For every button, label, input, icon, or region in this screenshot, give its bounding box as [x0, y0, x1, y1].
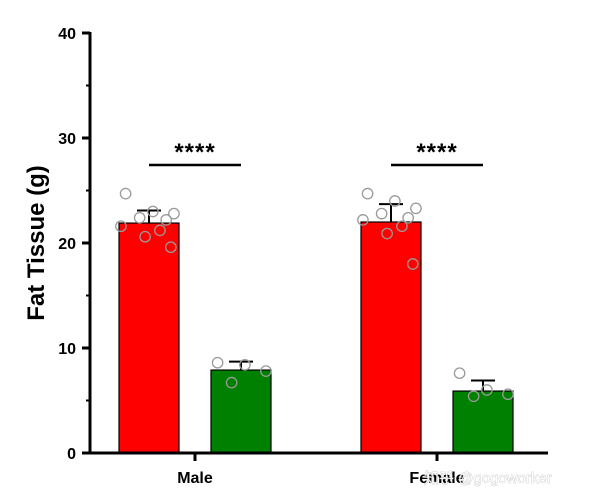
data-point [406, 258, 419, 270]
bar-male-series1 [118, 222, 180, 454]
significance-label: **** [416, 139, 457, 166]
data-point [396, 220, 408, 233]
x-tick-label-male: Male [177, 470, 213, 487]
data-point [147, 205, 159, 218]
watermark: 知乎 @gogoworker [424, 470, 552, 487]
y-tick-label: 0 [67, 446, 76, 463]
y-tick-label: 40 [58, 26, 76, 43]
data-point [133, 211, 146, 224]
data-point [453, 367, 466, 380]
data-point [225, 376, 238, 389]
data-point [361, 187, 374, 200]
data-point [381, 227, 393, 240]
data-points-layer [115, 187, 514, 403]
x-tick-label-female: Female [409, 470, 464, 487]
bar-female-series1 [360, 221, 422, 454]
data-point [357, 214, 369, 226]
error-bars-layer [137, 203, 495, 392]
data-point [410, 202, 422, 215]
data-point [211, 356, 224, 369]
data-point [502, 388, 514, 401]
bar-male-series2 [210, 369, 272, 454]
data-point [160, 214, 173, 226]
bars-layer [118, 221, 514, 454]
data-point [164, 241, 177, 254]
significance-label: **** [174, 139, 215, 166]
data-point [154, 224, 166, 237]
data-point [115, 220, 127, 233]
data-point [375, 207, 388, 220]
y-axis-label: Fat Tissue (g) [23, 165, 50, 321]
data-point [239, 358, 251, 371]
data-point [168, 207, 180, 220]
significance-layer: **** **** [149, 139, 483, 167]
y-tick-label: 20 [58, 236, 76, 253]
data-point [402, 211, 415, 224]
axes-layer: Male Female 0 10 20 30 40 [58, 26, 548, 487]
data-point [467, 390, 480, 403]
y-tick-label: 10 [58, 341, 76, 358]
y-tick-label: 30 [58, 131, 76, 148]
data-point [139, 230, 151, 243]
data-point [389, 195, 401, 207]
data-point [119, 187, 132, 200]
data-point [481, 384, 493, 396]
bar-female-series2 [452, 390, 514, 454]
data-point [260, 365, 272, 377]
